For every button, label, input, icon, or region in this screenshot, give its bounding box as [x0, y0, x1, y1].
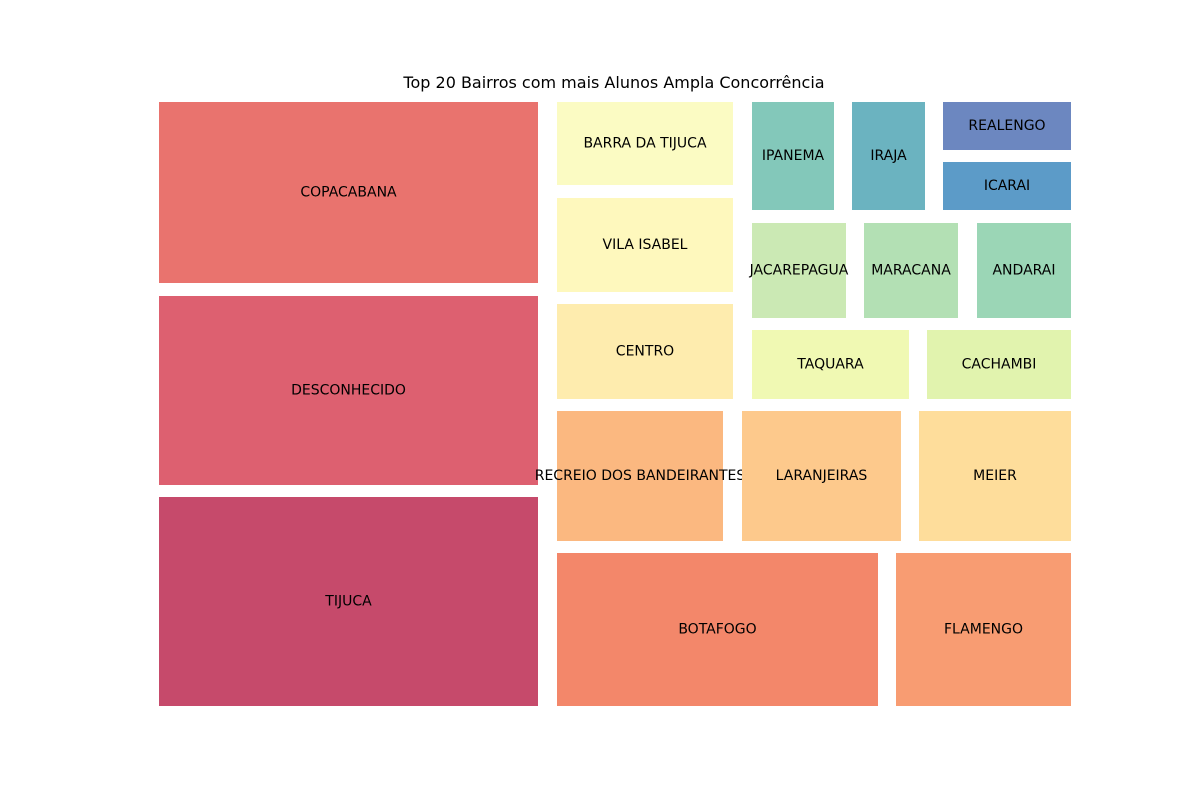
- tile-flamengo: [896, 553, 1071, 706]
- tile-label-icarai: ICARAI: [984, 178, 1030, 194]
- tile-label-realengo: REALENGO: [968, 118, 1045, 134]
- tile-taquara: [752, 330, 909, 399]
- tile-iraja: [852, 102, 925, 210]
- tile-barra-da-tijuca: [557, 102, 733, 185]
- tile-botafogo: [557, 553, 878, 706]
- tile-label-vila-isabel: VILA ISABEL: [603, 237, 688, 253]
- tile-copacabana: [159, 102, 538, 283]
- tile-desconhecido: [159, 296, 538, 485]
- tile-jacarepagua: [752, 223, 846, 318]
- tile-tijuca: [159, 497, 538, 706]
- tile-label-centro: CENTRO: [616, 344, 674, 360]
- tile-meier: [919, 411, 1071, 541]
- tile-label-cachambi: CACHAMBI: [962, 357, 1037, 373]
- chart-title: Top 20 Bairros com mais Alunos Ampla Con…: [402, 73, 824, 92]
- tile-label-tijuca: TIJUCA: [324, 594, 372, 610]
- tile-label-meier: MEIER: [973, 468, 1017, 484]
- tile-maracana: [864, 223, 958, 318]
- tile-recreio-dos-bandeirantes: [557, 411, 723, 541]
- treemap-tiles: TIJUCA DESCONHECIDO COPACABANA BOTAFOGO FLAM…: [159, 102, 1071, 706]
- tile-label-flamengo: FLAMENGO: [944, 622, 1023, 638]
- tile-label-taquara: TAQUARA: [796, 357, 864, 373]
- tile-ipanema: [752, 102, 834, 210]
- tile-icarai: [943, 162, 1071, 210]
- tile-andarai: [977, 223, 1071, 318]
- tile-label-laranjeiras: LARANJEIRAS: [776, 468, 868, 484]
- tile-label-botafogo: BOTAFOGO: [678, 622, 756, 638]
- tile-cachambi: [927, 330, 1071, 399]
- tile-centro: [557, 304, 733, 399]
- tile-label-barra-da-tijuca: BARRA DA TIJUCA: [583, 136, 706, 152]
- tile-label-jacarepagua: JACAREPAGUA: [749, 263, 849, 279]
- tile-label-copacabana: COPACABANA: [300, 185, 397, 201]
- tile-label-andarai: ANDARAI: [992, 263, 1055, 279]
- tile-realengo: [943, 102, 1071, 150]
- tile-label-recreio-dos-bandeirantes: RECREIO DOS BANDEIRANTES: [535, 468, 746, 484]
- tile-label-desconhecido: DESCONHECIDO: [291, 383, 406, 399]
- tile-label-ipanema: IPANEMA: [762, 148, 825, 164]
- tile-vila-isabel: [557, 198, 733, 292]
- tile-laranjeiras: [742, 411, 901, 541]
- tile-label-maracana: MARACANA: [871, 263, 951, 279]
- tile-label-iraja: IRAJA: [870, 148, 907, 164]
